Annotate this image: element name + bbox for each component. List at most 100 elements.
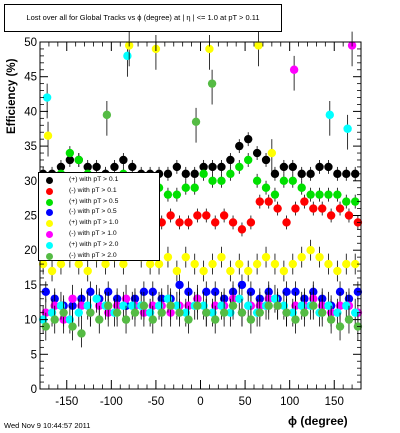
data-point [208,308,217,317]
data-point [270,190,280,199]
data-point [86,287,95,297]
legend-marker [46,198,53,206]
data-point [235,294,244,303]
data-point [267,148,277,158]
legend-marker [46,209,53,217]
legend: (+) with pT > 0.1 (-) with pT > 0.1 (+) wi… [38,172,160,261]
data-point [344,211,354,220]
data-point [324,301,333,310]
data-point [148,301,157,310]
data-point [148,315,157,324]
data-point [181,183,190,192]
data-point [41,308,50,317]
y-tick-label: 35 [24,141,37,153]
data-point [325,110,334,120]
data-point [208,259,217,269]
y-tick-label: 50 [24,37,37,49]
legend-entry: (+) with pT > 2.0 [39,240,159,251]
legend-label: (+) with pT > 0.1 [69,176,119,183]
data-point [139,301,149,310]
legend-entry: (-) with pT > 1.0 [39,229,159,240]
data-point [86,308,95,317]
data-point [333,266,342,276]
legend-label: (-) with pT > 1.0 [69,230,117,237]
data-point [104,287,113,297]
legend-marker [46,252,53,260]
legend-entry: (-) with pT > 0.5 [39,207,159,218]
data-point [65,315,75,324]
data-point [205,44,214,54]
series-7 [41,291,363,348]
data-point [324,162,333,172]
timestamp: Wed Nov 9 10:44:57 2011 [4,421,91,430]
data-point [128,162,137,172]
data-point [211,301,220,310]
x-tick-label: 0 [197,396,203,408]
chart-title: Lost over all for Global Tracks vs ϕ (de… [4,4,282,32]
data-point [172,190,182,199]
data-point [121,294,131,303]
data-point [297,169,306,179]
data-point [157,308,166,317]
x-tick-label: 150 [325,396,344,408]
data-point [101,259,110,269]
data-point [315,252,324,262]
data-point [306,190,315,199]
data-point [74,259,83,269]
data-point [351,308,360,317]
data-point [291,204,300,213]
data-point [254,41,263,50]
y-tick-label: 45 [24,72,37,84]
data-point [184,218,193,227]
data-point [163,169,173,179]
data-point [190,183,199,192]
data-point [291,287,300,297]
data-point [219,308,229,317]
legend-entry: (-) with pT > 2.0 [39,251,159,262]
data-point [237,225,247,234]
data-point [92,162,101,172]
data-point [342,301,351,310]
data-point [119,155,128,165]
data-point [252,148,262,158]
data-point [172,162,182,172]
legend-entry: (+) with pT > 1.0 [39,218,159,229]
data-point [342,169,351,179]
data-point [264,197,273,206]
data-point [282,308,291,317]
data-point [59,308,68,317]
data-point [279,266,289,276]
data-point [139,287,149,297]
data-point [191,117,201,127]
legend-marker [46,187,53,195]
data-point [237,280,247,290]
data-point [128,301,137,310]
legend-entry: (-) with pT > 0.1 [39,186,159,197]
data-point [335,204,345,213]
data-point [252,259,262,269]
data-point [166,301,175,310]
legend-label: (-) with pT > 2.0 [69,251,117,259]
data-point [181,252,190,262]
x-tick-label: -50 [148,396,165,408]
y-tick-label: 15 [24,280,37,292]
data-point [333,190,342,199]
data-point [211,315,220,324]
data-point [175,280,184,290]
data-point [207,79,217,88]
data-point [279,162,289,172]
data-point [95,301,104,310]
data-point [119,301,128,310]
data-point [261,183,271,192]
data-point [47,308,57,317]
data-point [154,301,164,310]
data-point [246,315,256,324]
y-tick-label: 20 [24,245,37,257]
data-point [333,308,342,317]
data-point [255,197,264,206]
data-point [326,211,336,220]
data-point [217,162,226,172]
data-point [145,259,155,269]
data-point [228,301,238,310]
data-point [235,141,244,151]
